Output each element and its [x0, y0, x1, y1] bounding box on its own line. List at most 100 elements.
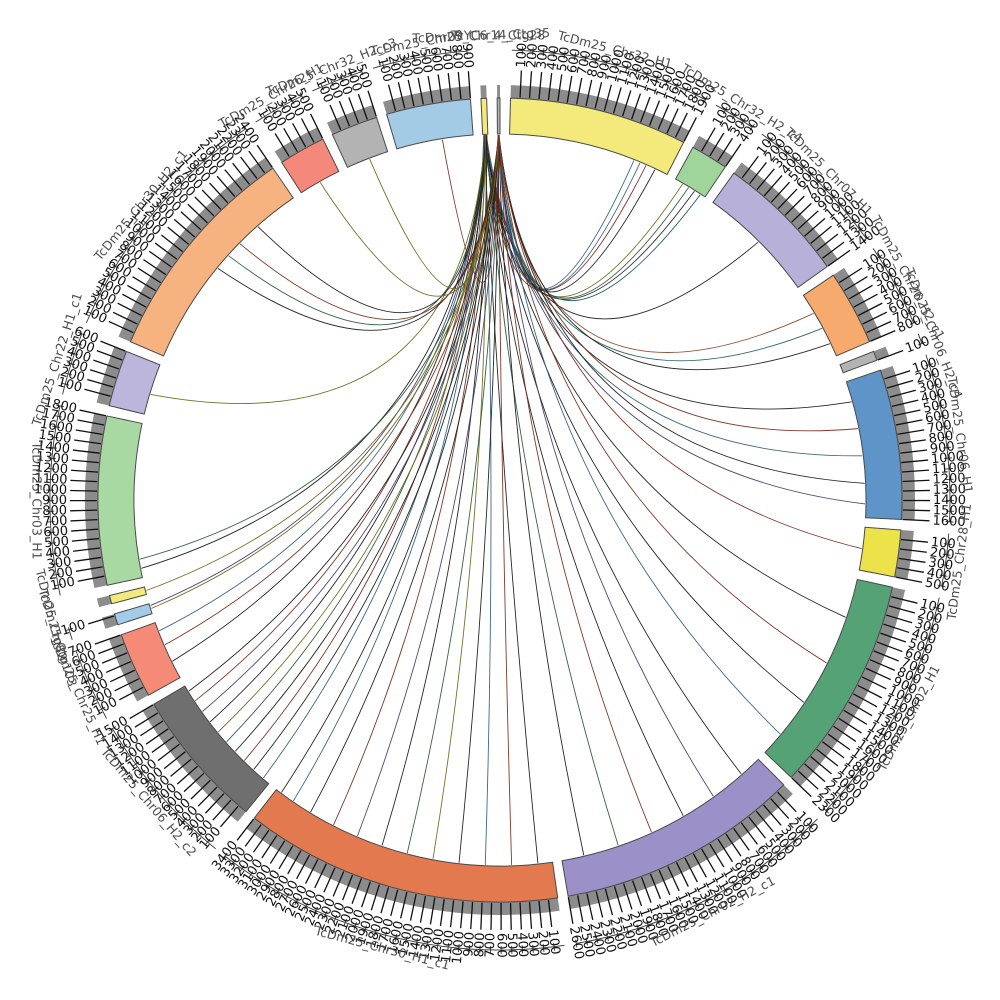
tick-mark [631, 93, 642, 120]
axis-tick-mark [67, 362, 76, 366]
axis-tick-mark [822, 186, 830, 193]
tick-mark [857, 302, 883, 317]
axis-tick-mark [606, 933, 609, 941]
axis-tick-mark [330, 78, 334, 87]
link-TcYC6_4_Ctg28-to-TcDm25_Chr02_H2_c1 [498, 134, 585, 856]
tick-mark [114, 678, 140, 692]
tick-mark [833, 725, 857, 742]
axis-tick-mark [909, 320, 918, 325]
tick-mark [79, 409, 107, 417]
axis-tick-mark [222, 852, 228, 860]
tick-mark [861, 676, 887, 690]
segment-name-TcDm25_Chr14_Ctg35: TcDm25_Chr14_Ctg35 [411, 25, 550, 46]
axis-tick-mark [248, 871, 254, 879]
axis-tick-mark [123, 245, 131, 252]
axis-tick-mark [722, 885, 728, 894]
axis-tick-mark [353, 922, 357, 931]
tick-mark [380, 887, 390, 914]
tick-mark [804, 217, 826, 237]
tick-mark [490, 902, 493, 930]
axis-tick-mark [938, 414, 947, 418]
tick-mark [367, 90, 377, 117]
tick-mark [145, 728, 169, 745]
link-TcYC6_4_Ctg28-to-TcDm25_Chr09 [441, 134, 500, 283]
axis-tick-mark [713, 891, 719, 899]
tick-mark [439, 899, 445, 926]
axis-tick-mark [381, 61, 385, 70]
axis-tick-mark [694, 900, 700, 909]
tick-mark [209, 182, 229, 204]
axis-tick-mark [373, 928, 378, 937]
axis-tick-mark [941, 436, 950, 439]
tick-mark [77, 419, 105, 426]
tick-mark [94, 634, 121, 645]
axis-tick-mark [862, 758, 870, 765]
link-TcYC6_4_Ctg28-to-TcDm25_Chr30_H1_c1 [497, 135, 513, 865]
tick-mark [843, 709, 868, 725]
tick-label: 2500 [576, 923, 597, 958]
axis-tick-mark [61, 382, 70, 386]
axis-tick-mark [166, 802, 173, 809]
tick-mark [212, 799, 232, 821]
axis-tick-mark [944, 457, 953, 460]
tick-mark [816, 233, 839, 252]
axis-tick-mark [158, 794, 166, 801]
axis-tick-mark [933, 394, 942, 397]
segment-TcDm25_Chr30_H1_c1 [253, 788, 559, 903]
tick-mark [797, 210, 819, 230]
tick-mark [70, 518, 98, 522]
tick-mark [256, 144, 273, 168]
tick-mark [866, 320, 892, 334]
axis-tick-mark [142, 219, 150, 226]
link-TcYC6_4_Ctg28-to-TcDm25_Chr32_H1 [498, 134, 641, 290]
link-TcYC6_4_Ctg28-to-TcDm25_Chr32_H1 [498, 134, 656, 293]
tick-mark [822, 241, 845, 259]
axis-tick-mark [836, 791, 844, 798]
tick-mark [902, 509, 930, 512]
tick-mark [470, 902, 474, 930]
tick-mark [437, 74, 443, 102]
axis-tick-mark [457, 944, 460, 953]
segment-name-TcDm25_Chr03_H1: TcDm25_Chr03_H1 [29, 441, 44, 560]
tick-mark [853, 693, 878, 708]
axis-tick-mark [271, 107, 277, 115]
tick-label: 500 [922, 397, 949, 417]
link-TcYC6_4_Ctg28-to-TcDm25_Ctg82 [146, 134, 500, 591]
tick-label: 700 [437, 45, 455, 71]
tick-mark [701, 848, 716, 873]
tick-mark [612, 87, 622, 114]
tick-mark [122, 293, 147, 308]
axis-tick-mark [50, 436, 59, 439]
axis-tick-mark [426, 940, 429, 949]
segment-TcDm25_Chr02_H1 [764, 578, 894, 778]
tick-mark [897, 429, 925, 435]
tick-label: 900 [929, 439, 955, 457]
tick-mark [585, 79, 593, 107]
tick-mark [838, 267, 863, 284]
tick-label: 300 [534, 44, 551, 70]
axis-tick-mark [925, 363, 934, 367]
tick-mark [216, 175, 236, 197]
tick-label: 200 [916, 607, 944, 628]
tick-mark [117, 302, 142, 317]
axis-tick-mark [188, 824, 195, 832]
tick-mark [884, 370, 911, 380]
tick-mark [143, 259, 167, 276]
axis-tick-mark [890, 714, 899, 719]
axis-tick-mark [875, 254, 883, 260]
axis-tick-mark [185, 172, 192, 179]
tick-mark [132, 276, 156, 292]
tick-mark [342, 874, 354, 901]
segment-TcDm25_Chr28_H1 [858, 526, 902, 578]
tick-mark [756, 168, 775, 191]
axis-tick-mark [775, 143, 782, 151]
link-TcYC6_4_Ctg28-to-TcDm25_Chr02_H1 [498, 134, 827, 664]
axis-tick-mark [275, 887, 281, 896]
axis-tick-mark [895, 704, 904, 710]
tick-band-TcDm25_Chr28_H1 [894, 529, 914, 580]
tick-label: 300 [395, 51, 415, 78]
tick-label: 1100 [931, 460, 965, 477]
tick-mark [640, 877, 652, 903]
axis-tick-mark [685, 905, 690, 913]
axis-tick-mark [384, 931, 388, 940]
